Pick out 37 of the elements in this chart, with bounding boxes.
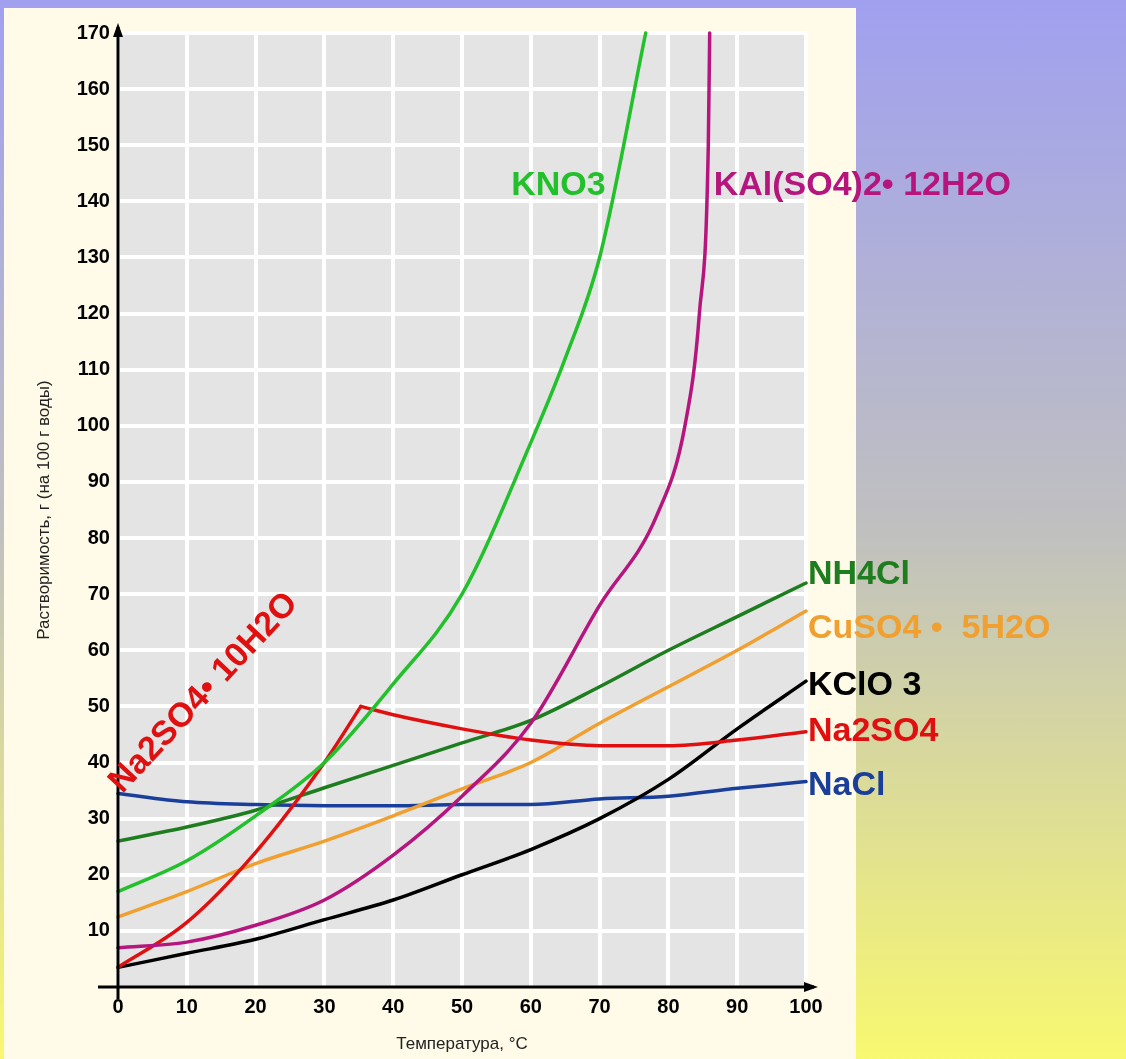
x-tick-label: 90 xyxy=(726,994,749,1017)
y-tick-label: 140 xyxy=(76,188,110,211)
x-axis-title: Температура, °C xyxy=(396,1034,528,1054)
y-tick-label: 160 xyxy=(76,76,110,99)
y-axis-title: Растворимость, г (на 100 г воды) xyxy=(33,380,53,640)
x-tick-label: 70 xyxy=(588,994,611,1017)
y-tick-label: 100 xyxy=(76,413,110,436)
y-tick-label: 150 xyxy=(76,132,110,155)
y-tick-label: 40 xyxy=(87,750,110,773)
y-tick-label: 20 xyxy=(87,862,110,885)
y-tick-label: 120 xyxy=(76,301,110,324)
y-tick-label: 90 xyxy=(87,469,110,492)
x-tick-label: 20 xyxy=(244,994,267,1017)
x-tick-label: 0 xyxy=(112,994,124,1017)
y-tick-label: 110 xyxy=(77,357,110,380)
x-tick-label: 10 xyxy=(175,994,198,1017)
x-tick-label: 30 xyxy=(313,994,336,1017)
series-label: KNO3 xyxy=(511,164,606,203)
series-label: Na2SO4 xyxy=(808,710,939,749)
y-tick-label: 50 xyxy=(87,693,110,716)
series-label: NaCl xyxy=(808,763,886,802)
x-tick-label: 80 xyxy=(657,994,680,1017)
x-tick-label: 40 xyxy=(382,994,405,1017)
series-label: CuSO4 • 5H2O xyxy=(808,607,1051,646)
y-tick-label: 30 xyxy=(87,806,110,829)
series-label: NH4Cl xyxy=(808,553,911,592)
series-label: KClO 3 xyxy=(808,663,922,702)
x-tick-label: 100 xyxy=(789,994,823,1017)
y-tick-label: 130 xyxy=(76,244,110,267)
y-tick-label: 170 xyxy=(76,20,110,43)
x-tick-label: 50 xyxy=(450,994,474,1017)
series-label: KAl(SO4)2• 12H2O xyxy=(713,164,1011,203)
y-tick-label: 10 xyxy=(87,918,110,941)
y-tick-label: 70 xyxy=(87,581,110,604)
y-tick-label: 60 xyxy=(87,637,110,660)
x-tick-label: 60 xyxy=(519,994,542,1017)
y-tick-label: 80 xyxy=(87,525,110,548)
